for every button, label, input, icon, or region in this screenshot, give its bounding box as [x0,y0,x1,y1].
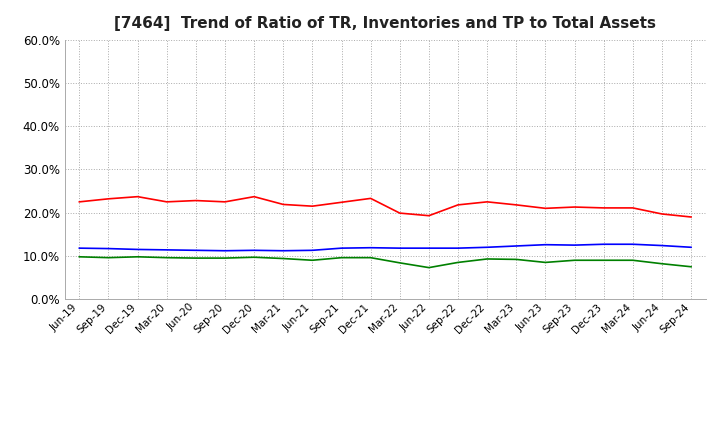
Line: Trade Payables: Trade Payables [79,257,691,268]
Inventories [133,247,142,252]
Trade Payables [133,254,142,260]
Trade Payables [599,258,608,263]
Trade Payables [192,256,200,261]
Trade Receivables [483,199,492,205]
Trade Receivables [220,199,229,205]
Trade Payables [512,257,521,262]
Trade Receivables [657,211,666,216]
Inventories [395,246,404,251]
Inventories [279,248,287,253]
Trade Payables [220,256,229,261]
Trade Receivables [366,196,375,201]
Inventories [366,245,375,250]
Trade Payables [570,258,579,263]
Trade Payables [687,264,696,269]
Trade Payables [104,255,113,260]
Inventories [541,242,550,247]
Trade Receivables [163,199,171,205]
Trade Receivables [425,213,433,218]
Inventories [512,243,521,249]
Trade Receivables [687,214,696,220]
Trade Receivables [541,205,550,211]
Trade Receivables [308,204,317,209]
Inventories [570,242,579,248]
Trade Payables [279,256,287,261]
Trade Receivables [395,210,404,216]
Trade Payables [629,258,637,263]
Inventories [629,242,637,247]
Line: Trade Receivables: Trade Receivables [79,197,691,217]
Trade Payables [657,261,666,266]
Trade Receivables [75,199,84,205]
Trade Payables [250,255,258,260]
Inventories [192,248,200,253]
Trade Payables [163,255,171,260]
Trade Receivables [192,198,200,203]
Trade Payables [395,260,404,265]
Trade Payables [483,257,492,262]
Inventories [337,246,346,251]
Trade Payables [454,260,462,265]
Inventories [163,247,171,253]
Inventories [308,248,317,253]
Trade Payables [425,265,433,270]
Trade Receivables [133,194,142,199]
Trade Receivables [454,202,462,208]
Inventories [687,245,696,250]
Trade Receivables [599,205,608,211]
Trade Receivables [104,196,113,202]
Inventories [454,246,462,251]
Inventories [425,246,433,251]
Inventories [657,243,666,248]
Inventories [104,246,113,251]
Inventories [220,248,229,253]
Title: [7464]  Trend of Ratio of TR, Inventories and TP to Total Assets: [7464] Trend of Ratio of TR, Inventories… [114,16,656,32]
Trade Receivables [337,200,346,205]
Trade Receivables [512,202,521,208]
Inventories [483,245,492,250]
Trade Receivables [570,205,579,210]
Trade Receivables [250,194,258,199]
Line: Inventories: Inventories [79,244,691,251]
Inventories [599,242,608,247]
Trade Payables [366,255,375,260]
Trade Payables [308,258,317,263]
Trade Receivables [629,205,637,211]
Inventories [75,246,84,251]
Trade Payables [75,254,84,260]
Inventories [250,248,258,253]
Trade Payables [337,255,346,260]
Trade Receivables [279,202,287,207]
Trade Payables [541,260,550,265]
